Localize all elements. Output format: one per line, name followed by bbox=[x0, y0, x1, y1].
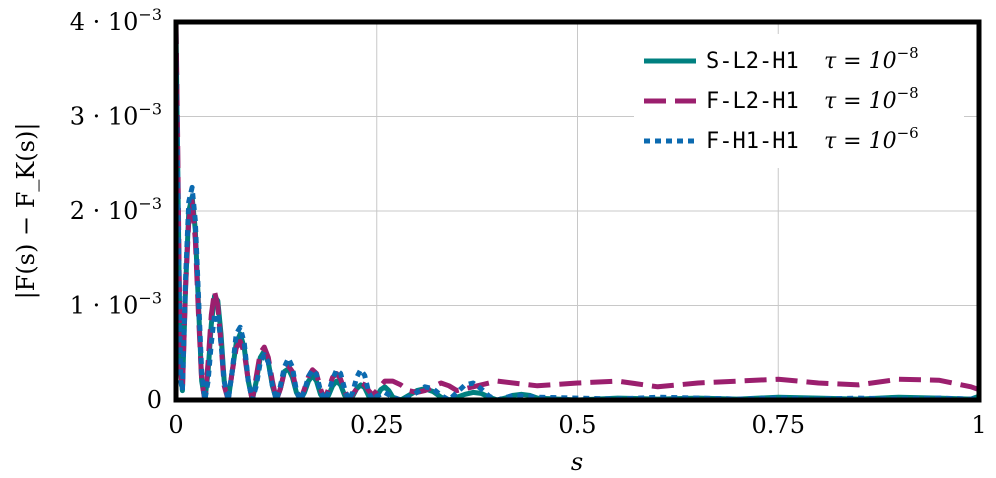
legend: S-L2-H1 τ = 10−8F-L2-H1 τ = 10−8F-H1-H1 τ =… bbox=[634, 34, 964, 168]
legend-tau: τ = 10−8 bbox=[824, 44, 919, 74]
y-tick-exponent: −3 bbox=[138, 100, 162, 119]
plot-frame bbox=[173, 19, 982, 403]
y-tick-label: 3 · 10−3 bbox=[70, 100, 162, 131]
y-tick-base: 1 · 10 bbox=[70, 292, 139, 320]
y-tick-base: 3 · 10 bbox=[70, 103, 139, 131]
legend-tau-text: τ = 10 bbox=[824, 89, 897, 114]
x-tick-label: 0 bbox=[168, 411, 183, 439]
y-tick-base: 2 · 10 bbox=[70, 197, 139, 225]
y-tick-label: 4 · 10−3 bbox=[70, 5, 162, 36]
y-tick-labels: 01 · 10−32 · 10−33 · 10−34 · 10−3 bbox=[70, 5, 162, 414]
legend-tau-exponent: −8 bbox=[897, 44, 919, 62]
legend-tau-text: τ = 10 bbox=[824, 49, 897, 74]
legend-series-code: F-L2-H1 bbox=[706, 89, 799, 114]
legend-tau: τ = 10−8 bbox=[824, 84, 919, 114]
y-tick-label: 1 · 10−3 bbox=[70, 289, 162, 320]
x-tick-labels: 0 0.25 0.5 0.75 1 bbox=[168, 411, 986, 439]
y-tick-base: 4 · 10 bbox=[70, 8, 139, 36]
y-tick-label: 0 bbox=[147, 386, 162, 414]
legend-tau-exponent: −8 bbox=[897, 84, 919, 102]
x-axis-label: s bbox=[571, 448, 583, 476]
legend-tau: τ = 10−6 bbox=[824, 124, 919, 154]
x-tick-label: 1 bbox=[971, 411, 986, 439]
x-tick-label: 0.75 bbox=[752, 411, 805, 439]
series-layer bbox=[176, 22, 979, 400]
y-tick-label: 2 · 10−3 bbox=[70, 194, 162, 225]
legend-series-code: S-L2-H1 bbox=[706, 49, 799, 74]
x-tick-label: 0.5 bbox=[558, 411, 596, 439]
x-tick-label: 0.25 bbox=[350, 411, 403, 439]
legend-tau-text: τ = 10 bbox=[824, 129, 897, 154]
legend-series-code: F-H1-H1 bbox=[706, 129, 799, 154]
y-tick-exponent: −3 bbox=[138, 194, 162, 213]
y-tick-exponent: −3 bbox=[138, 289, 162, 308]
y-tick-exponent: −3 bbox=[138, 5, 162, 24]
legend-tau-exponent: −6 bbox=[897, 124, 919, 142]
y-axis-label: |F(s) − F_K(s)| bbox=[12, 123, 41, 300]
